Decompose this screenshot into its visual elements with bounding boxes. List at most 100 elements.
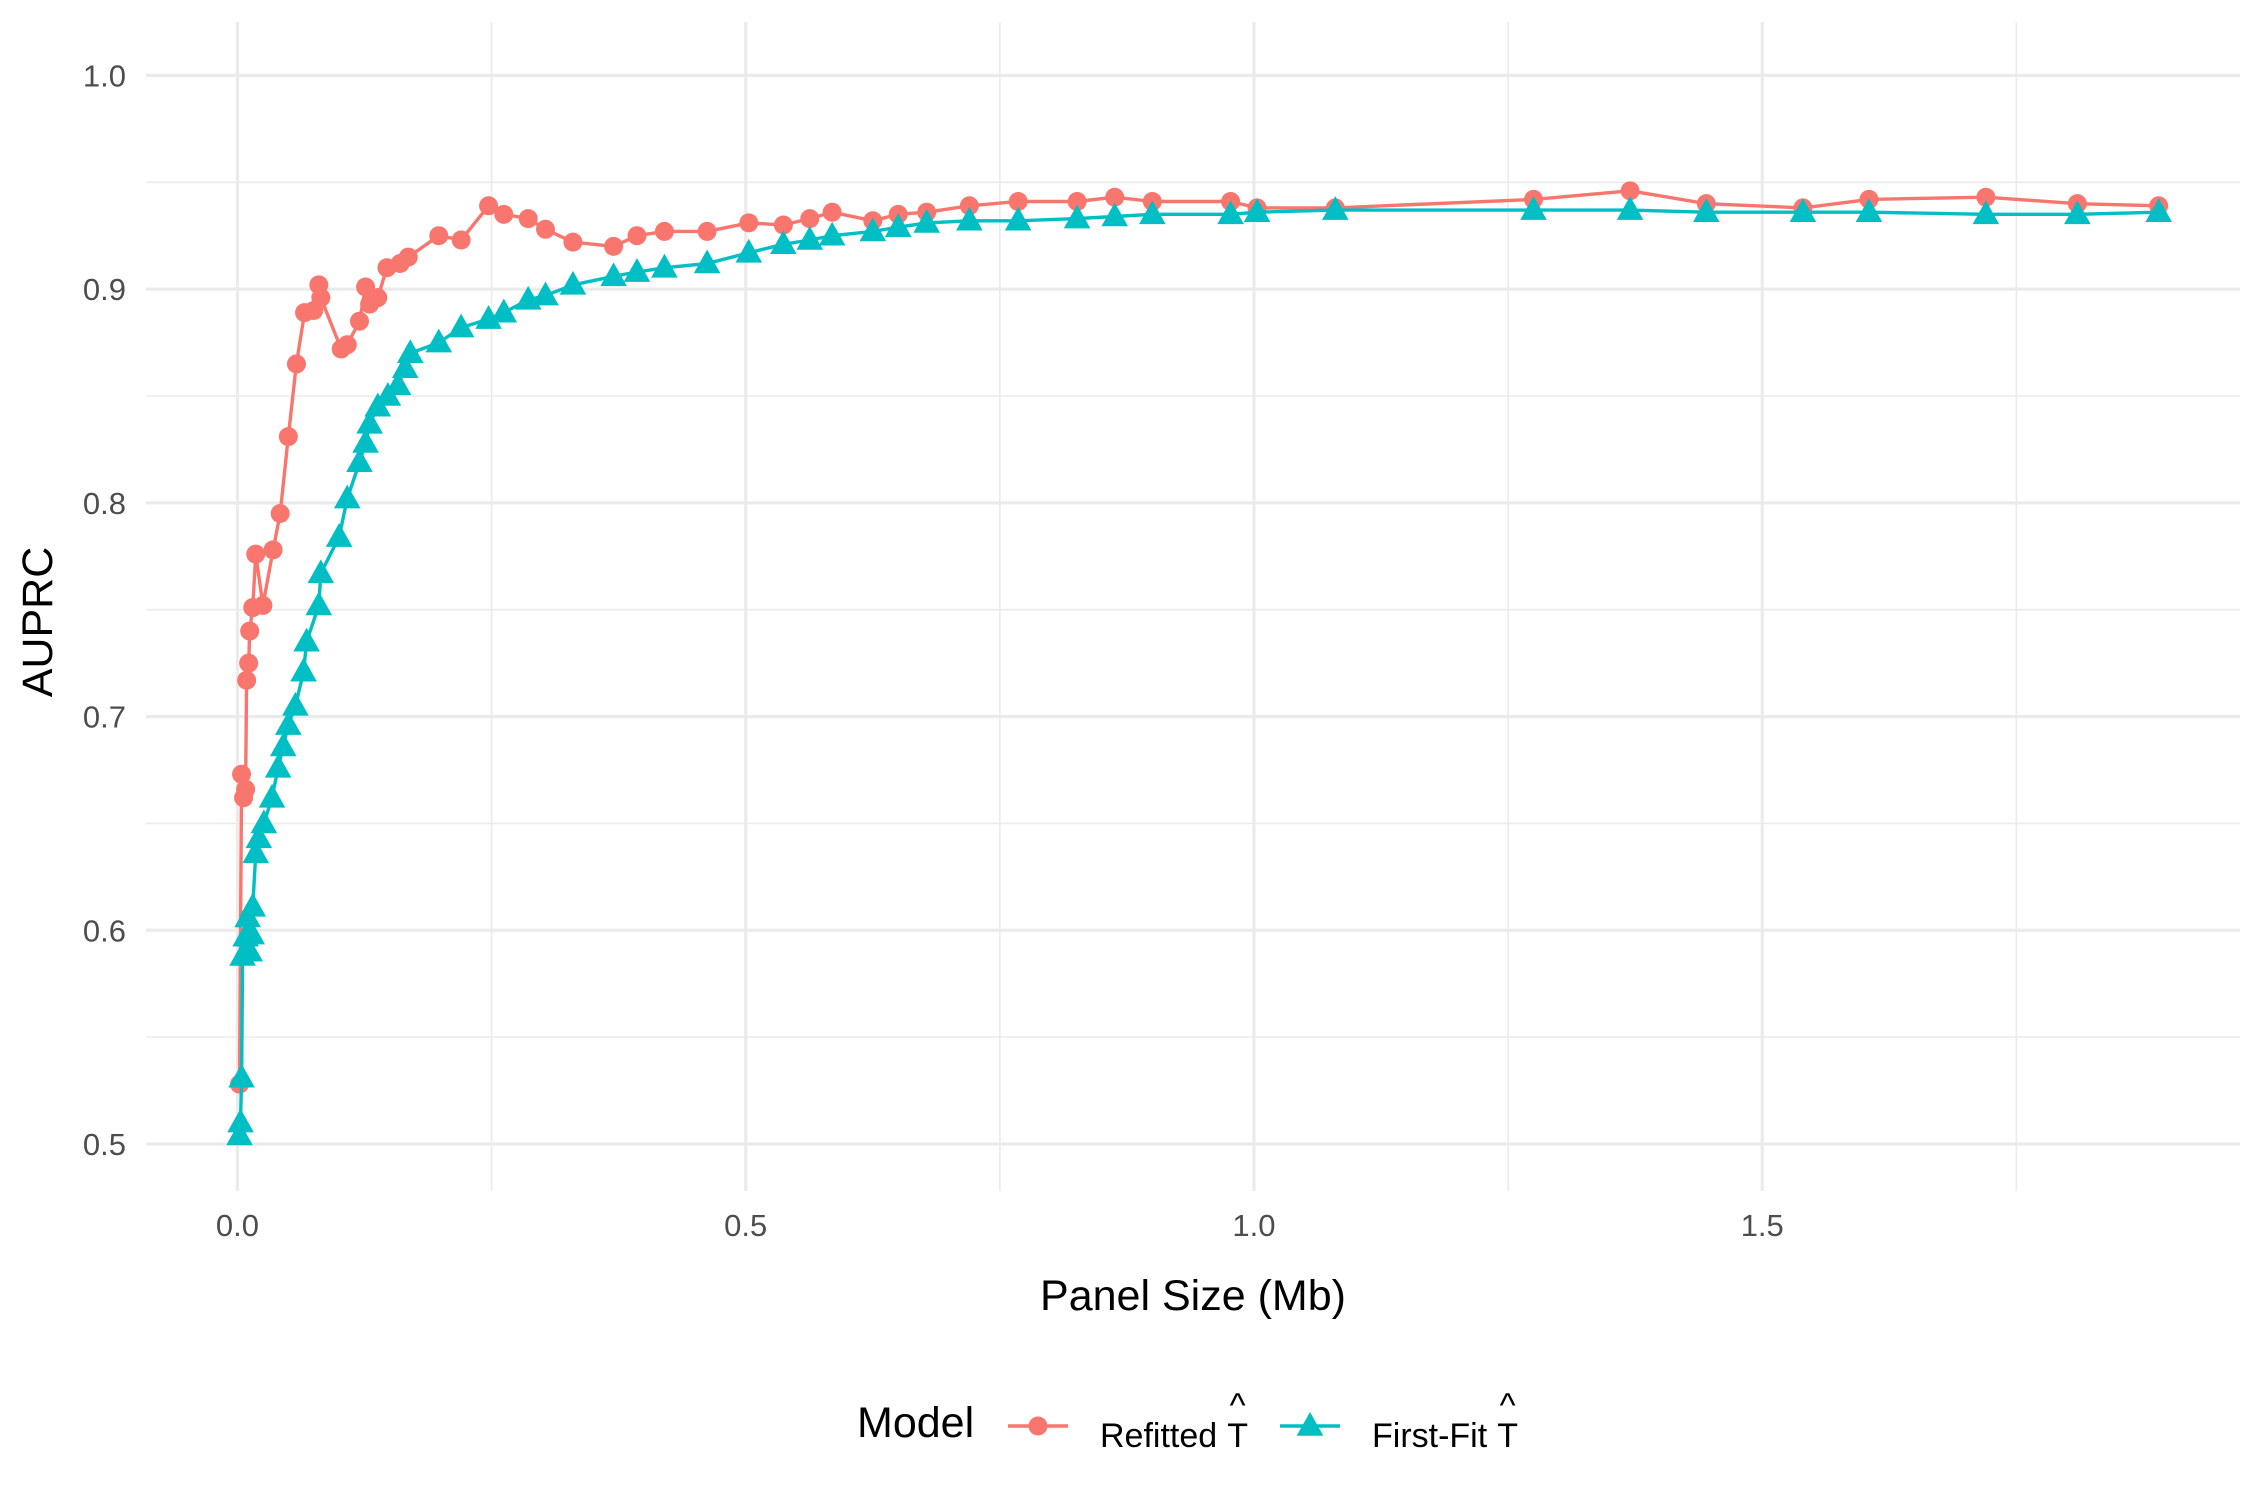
refitted-point — [959, 196, 979, 216]
refitted-point — [286, 354, 306, 374]
refitted-point — [518, 209, 538, 229]
first-fit-point — [1063, 204, 1091, 229]
refitted-point — [1976, 187, 1996, 207]
first-fit-point — [532, 281, 559, 306]
legend-key-marker — [1296, 1412, 1324, 1436]
legend-hat-symbol: T — [1497, 1417, 1518, 1455]
refitted-point — [697, 221, 717, 241]
first-fit-point — [1322, 196, 1349, 220]
first-fit-point — [282, 691, 309, 716]
first-fit-point — [290, 657, 317, 682]
first-fit-point — [275, 711, 302, 735]
first-fit-point — [264, 753, 292, 778]
refitted-point — [398, 247, 418, 267]
legend-hat-symbol: T — [1227, 1417, 1248, 1455]
refitted-point — [535, 219, 555, 239]
refitted-point — [800, 209, 820, 229]
legend-entry-refitted: Refitted T^ — [1008, 1387, 1248, 1455]
first-fit-point — [1101, 202, 1129, 227]
refitted-point — [356, 277, 376, 297]
first-fit-point — [2145, 198, 2172, 223]
legend-label: First-Fit — [1372, 1417, 1488, 1455]
refitted-point — [429, 226, 449, 246]
first-fit-point — [384, 371, 412, 396]
series-layer — [226, 181, 2172, 1146]
refitted-point — [253, 595, 273, 615]
refitted-point — [451, 230, 471, 250]
x-axis-title: Panel Size (Mb) — [1040, 1272, 1346, 1320]
first-fit-point — [325, 523, 353, 547]
first-fit-point — [1217, 200, 1244, 225]
y-tick-label: 0.9 — [83, 272, 126, 307]
tick-label-layer: 0.0 0.5 1.0 1.5 0.5 0.6 0.7 0.8 0.9 1.0 — [83, 58, 1784, 1243]
refitted-point — [1620, 181, 1640, 201]
first-fit-point — [884, 213, 912, 237]
y-tick-label: 0.6 — [83, 913, 126, 948]
first-fit-point — [352, 429, 379, 453]
refitted-point — [240, 621, 260, 641]
first-fit-point — [236, 937, 263, 962]
first-fit-point — [391, 354, 419, 379]
first-fit-point — [346, 448, 373, 473]
first-fit-point — [356, 409, 383, 434]
first-fit-point — [693, 249, 721, 274]
refitted-point — [278, 427, 298, 447]
first-fit-point — [228, 1063, 255, 1088]
first-fit-point — [475, 305, 502, 329]
first-fit-point — [238, 920, 266, 945]
x-tick-label: 1.5 — [1741, 1208, 1784, 1243]
refitted-point — [311, 288, 331, 308]
refitted-line — [237, 189, 2159, 1085]
first-fit-point — [1693, 198, 1720, 223]
legend-key-marker — [1028, 1416, 1048, 1436]
first-fit-point — [269, 732, 297, 757]
first-fit-point — [396, 339, 424, 364]
refitted-point — [494, 204, 514, 224]
x-tick-label: 1.0 — [1232, 1208, 1275, 1243]
refitted-series — [230, 181, 2169, 1094]
first-fit-point — [913, 208, 940, 233]
first-fit-point — [956, 206, 983, 231]
refitted-point — [773, 215, 793, 235]
refitted-point — [263, 540, 283, 560]
first-fit-point — [425, 328, 453, 353]
refitted-point — [270, 504, 290, 524]
legend: Model Refitted T^First-Fit T^ — [857, 1387, 1518, 1455]
first-fit-point — [307, 559, 335, 584]
first-fit-point — [651, 253, 678, 278]
first-fit-line — [237, 208, 2159, 1136]
refitted-point — [246, 544, 266, 564]
first-fit-point — [559, 270, 587, 295]
refitted-point — [479, 196, 499, 216]
legend-entry-first-fit: First-Fit T^ — [1280, 1387, 1518, 1455]
x-tick-label: 0.5 — [724, 1208, 767, 1243]
y-tick-label: 0.5 — [83, 1127, 126, 1162]
refitted-point — [1067, 192, 1087, 212]
refitted-point — [349, 311, 369, 331]
refitted-point — [1105, 187, 1125, 207]
first-fit-point — [242, 839, 270, 864]
first-fit-point — [796, 225, 824, 250]
y-tick-label: 0.8 — [83, 486, 126, 521]
refitted-point — [232, 764, 252, 784]
refitted-point — [563, 232, 583, 252]
first-fit-point — [600, 262, 627, 287]
first-fit-point — [447, 313, 475, 338]
first-fit-point — [1972, 200, 2000, 225]
legend-entries: Refitted T^First-Fit T^ — [1008, 1387, 1518, 1455]
y-tick-label: 1.0 — [83, 58, 126, 93]
first-fit-point — [490, 298, 518, 323]
first-fit-point — [1139, 200, 1166, 225]
refitted-point — [604, 236, 624, 256]
first-fit-point — [333, 484, 361, 509]
first-fit-point — [293, 627, 320, 652]
first-fit-point — [245, 824, 273, 849]
legend-hat-caret: ^ — [1500, 1387, 1516, 1425]
first-fit-point — [1616, 196, 1644, 220]
first-fit-series — [226, 196, 2172, 1146]
refitted-point — [368, 288, 388, 308]
legend-label: Refitted — [1100, 1417, 1217, 1455]
refitted-point — [239, 653, 259, 673]
first-fit-point — [1520, 196, 1547, 220]
